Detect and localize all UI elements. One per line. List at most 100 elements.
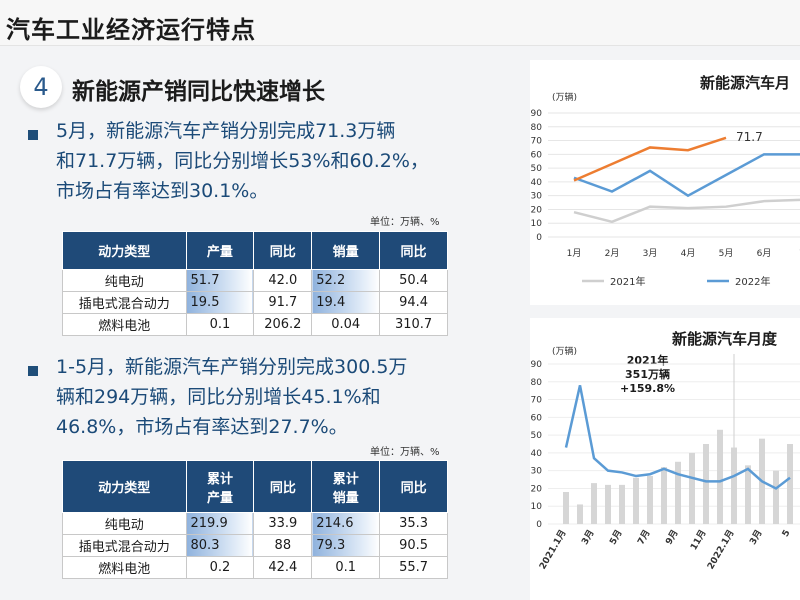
x-tick-label: 1月 (567, 248, 582, 259)
table-row: 插电式混合动力 80.3 88 79.3 90.5 (62, 534, 448, 557)
table-cell: 91.7 (253, 291, 313, 314)
table-cell: 50.4 (379, 269, 448, 292)
bar (787, 444, 793, 524)
table-cell: 19.5 (185, 291, 255, 314)
x-tick-label: 7月 (635, 528, 652, 547)
y-tick-label: 30 (531, 467, 543, 477)
column-header: 同比 (253, 231, 313, 270)
bullet-line: 辆和294万辆，同比分别增长45.1%和 (56, 386, 381, 408)
y-axis-label: (万辆) (552, 91, 577, 103)
column-header: 累计销量 (311, 460, 381, 513)
y-tick-label: 60 (531, 150, 543, 160)
x-tick-label: 9月 (663, 528, 680, 547)
x-tick-label: 3月 (747, 528, 764, 547)
column-header: 动力类型 (62, 460, 187, 513)
table-header-row: 动力类型 产量 同比 销量 同比 (62, 231, 448, 270)
x-tick-label: 3月 (579, 528, 596, 547)
column-header: 同比 (253, 460, 313, 513)
bar (619, 484, 625, 524)
bullet-line: 市场占有率达到30.1%。 (56, 180, 269, 202)
table-row: 燃料电池 0.2 42.4 0.1 55.7 (62, 556, 448, 579)
y-tick-label: 80 (531, 123, 543, 133)
table-cell: 52.2 (311, 269, 381, 292)
series-line (573, 136, 727, 182)
chart-title: 新能源汽车月 (700, 74, 791, 92)
table-cell: 310.7 (379, 313, 448, 336)
bullet-text-jan-may: 1-5月，新能源汽车产销分别完成300.5万 辆和294万辆，同比分别增长45.… (56, 352, 407, 442)
table-cell: 55.7 (379, 556, 448, 579)
y-tick-label: 30 (531, 192, 543, 202)
bar (633, 477, 639, 524)
y-tick-label: 10 (531, 502, 543, 512)
y-tick-label: 70 (531, 137, 543, 147)
table-cell: 42.0 (253, 269, 313, 292)
bar (591, 483, 597, 524)
y-tick-label: 50 (531, 164, 543, 174)
column-header: 累计产量 (185, 460, 255, 513)
bar (703, 444, 709, 524)
table-cell: 燃料电池 (62, 556, 187, 579)
table-cell: 35.3 (379, 512, 448, 535)
bar (605, 484, 611, 524)
table-cell: 插电式混合动力 (62, 291, 187, 314)
table-cell: 42.4 (253, 556, 313, 579)
x-tick-label: 5月 (719, 248, 734, 259)
table-cell: 206.2 (253, 313, 313, 336)
y-tick-label: 80 (531, 378, 543, 388)
data-label: 71.7 (736, 130, 763, 144)
bar (647, 476, 653, 524)
column-header: 同比 (379, 460, 448, 513)
y-tick-label: 70 (531, 396, 543, 406)
x-tick-label: 2022.1月 (705, 528, 736, 571)
y-tick-label: 0 (536, 520, 542, 530)
may-production-sales-table: 动力类型 产量 同比 销量 同比 纯电动 51.7 42.0 52.2 50.4… (62, 231, 448, 336)
bar (717, 429, 723, 524)
table-cell: 219.9 (185, 512, 255, 535)
table1-unit-note: 单位：万辆、% (370, 217, 440, 228)
table2-unit-note: 单位：万辆、% (370, 447, 440, 458)
x-tick-label: 5 (781, 529, 793, 539)
monthly-history-chart: (万辆) 0 10 20 30 40 50 60 70 80 90 2021.1月 3月 5月 7月 9月 11… (531, 345, 800, 571)
table-cell: 19.4 (311, 291, 381, 314)
column-header: 同比 (379, 231, 448, 270)
table-header-row: 动力类型 累计产量 同比 累计销量 同比 (62, 460, 448, 513)
y-tick-label: 20 (531, 205, 543, 215)
series-line (573, 153, 800, 198)
bullet-line: 和71.7万辆，同比分别增长53%和60.2%， (56, 150, 429, 172)
bullet-marker (28, 366, 38, 376)
column-header: 销量 (311, 231, 381, 270)
y-tick-label: 20 (531, 484, 543, 494)
table-cell: 0.1 (185, 313, 255, 336)
section-number-badge: 4 (20, 66, 62, 108)
bar (577, 504, 583, 524)
x-tick-label: 4月 (681, 248, 696, 259)
legend-label: 2021年 (610, 275, 645, 288)
table-cell: 88 (253, 534, 313, 557)
y-tick-label: 0 (536, 233, 542, 243)
table-cell: 0.1 (311, 556, 381, 579)
x-tick-label: 5月 (607, 528, 624, 547)
table-cell: 纯电动 (62, 512, 187, 535)
bar (675, 461, 681, 524)
y-tick-label: 40 (531, 449, 543, 459)
table-cell: 51.7 (185, 269, 255, 292)
x-tick-label: 11月 (688, 528, 708, 552)
table-cell: 94.4 (379, 291, 448, 314)
bar (689, 452, 695, 524)
table-cell: 燃料电池 (62, 313, 187, 336)
column-header: 产量 (185, 231, 255, 270)
table-cell: 33.9 (253, 512, 313, 535)
y-tick-label: 60 (531, 413, 543, 423)
annotation-line: +159.8% (620, 382, 676, 395)
y-tick-label: 40 (531, 178, 543, 188)
x-tick-label: 6月 (757, 248, 772, 259)
jan-may-cumulative-table: 动力类型 累计产量 同比 累计销量 同比 纯电动 219.9 33.9 214.… (62, 460, 448, 579)
chart-panel-monthly: 新能源汽车月 (万辆) 0 10 20 30 40 50 60 70 80 90 1月 2月 3月 4月 5月… (530, 60, 800, 305)
table-row: 纯电动 51.7 42.0 52.2 50.4 (62, 269, 448, 292)
legend-label: 2022年 (735, 275, 770, 288)
y-tick-label: 90 (531, 360, 543, 370)
bullet-line: 46.8%，市场占有率达到27.7%。 (56, 416, 348, 438)
table-cell: 79.3 (311, 534, 381, 557)
bar (773, 470, 779, 524)
bar (731, 447, 737, 524)
